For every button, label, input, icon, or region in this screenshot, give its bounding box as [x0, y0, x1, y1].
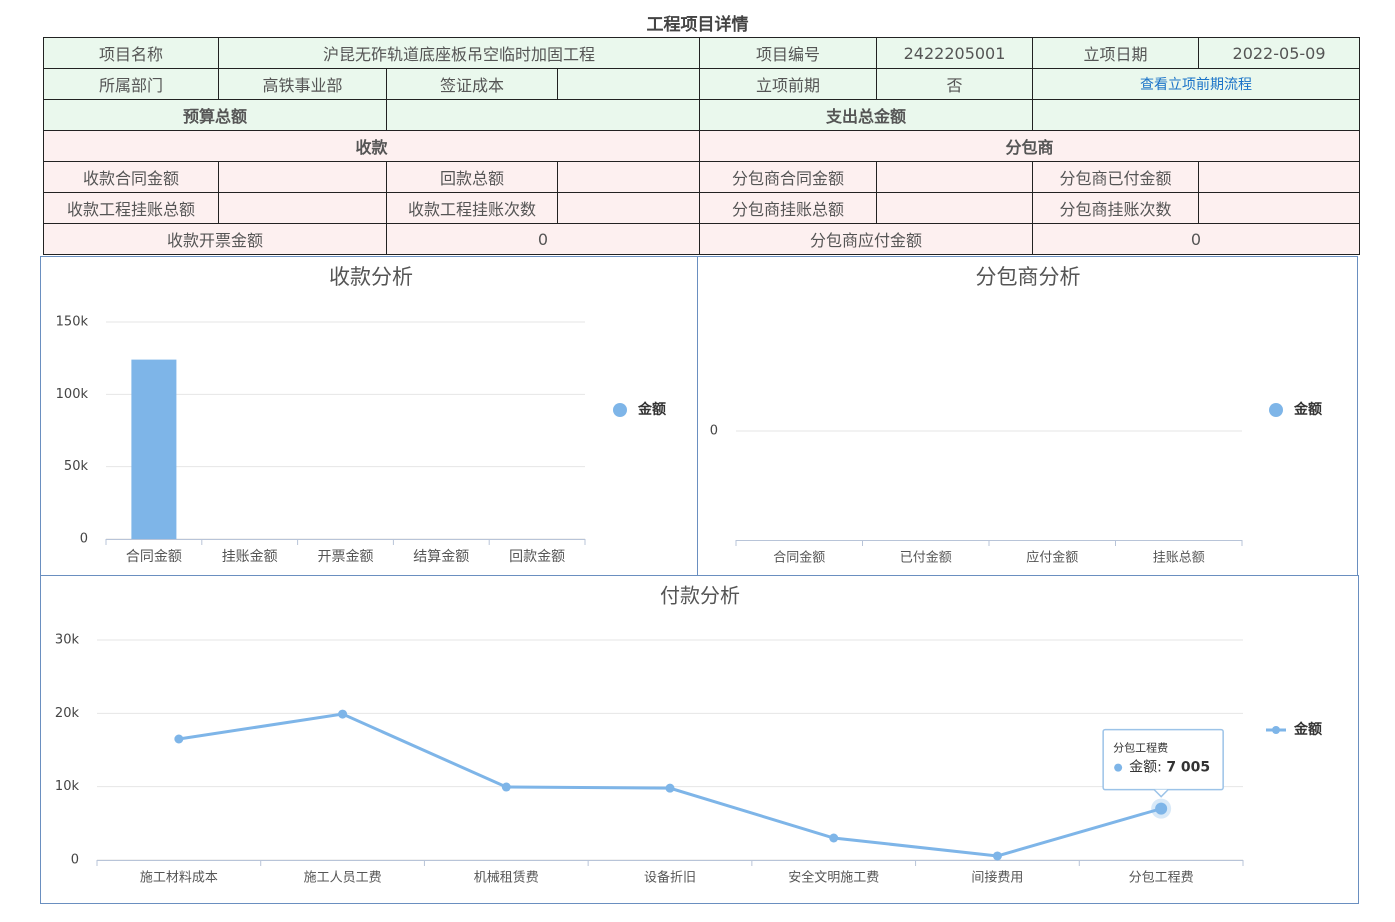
cell — [385, 99, 701, 131]
x-tick-label: 间接费用 — [971, 870, 1023, 886]
cell: 收款工程挂账总额 — [43, 192, 219, 224]
point — [1155, 802, 1168, 815]
cell — [556, 161, 701, 193]
legend-marker — [1269, 403, 1283, 417]
cell: 所属部门 — [43, 68, 219, 100]
cell — [876, 192, 1034, 224]
chart-title: 付款分析 — [660, 584, 740, 608]
y-tick-label: 30k — [55, 633, 80, 648]
cell — [218, 192, 387, 224]
page-title: 工程项目详情 — [646, 15, 749, 35]
cell: 分包商 — [699, 130, 1361, 162]
panel — [40, 575, 1359, 904]
cell: 分包商合同金额 — [699, 161, 878, 193]
cell: 签证成本 — [386, 68, 558, 100]
y-tick-label: 0 — [710, 424, 718, 439]
point — [338, 709, 348, 719]
x-tick-label: 结算金额 — [413, 549, 469, 565]
y-tick-label: 10k — [55, 779, 80, 794]
detail-table: 项目名称 沪昆无砟轨道底座板吊空临时加固工程 项目编号 2422205001 立… — [42, 37, 1361, 255]
y-tick-label: 20k — [55, 706, 80, 721]
cell: 项目编号 — [699, 37, 878, 69]
cell: 立项前期 — [699, 68, 878, 100]
cell: 2422205001 — [876, 37, 1034, 69]
x-tick-label: 安全文明施工费 — [788, 870, 879, 886]
tooltip-series: 金额: 7 005 — [1129, 760, 1210, 776]
cell: 否 — [876, 68, 1034, 100]
legend-label: 金额 — [637, 401, 666, 418]
cell — [556, 68, 701, 100]
cell — [218, 161, 387, 193]
x-tick-label: 挂账金额 — [222, 549, 278, 565]
cell: 分包商挂账总额 — [699, 192, 878, 224]
cell — [876, 161, 1034, 193]
cell: 项目名称 — [43, 37, 219, 69]
cell: 支出总金额 — [699, 99, 1034, 131]
x-tick-label: 机械租赁费 — [474, 871, 539, 886]
tooltip-sep: : — [1157, 760, 1166, 776]
tooltip-marker — [1114, 763, 1123, 772]
cell: 分包商已付金额 — [1032, 161, 1200, 193]
cell: 分包商挂账次数 — [1032, 192, 1200, 224]
legend-label: 金额 — [1293, 721, 1322, 738]
cell: 立项日期 — [1032, 37, 1200, 69]
point — [174, 734, 184, 744]
cell: 分包商应付金额 — [699, 223, 1034, 255]
x-tick-label: 已付金额 — [900, 550, 952, 566]
cell: 高铁事业部 — [218, 68, 387, 100]
cell: 收款工程挂账次数 — [386, 192, 558, 224]
cell: 2022-05-09 — [1198, 37, 1361, 69]
x-tick-label: 施工人员工费 — [304, 871, 382, 886]
tooltip-value: 7 005 — [1166, 760, 1210, 776]
x-tick-label: 应付金额 — [1026, 550, 1078, 566]
cell: 收款开票金额 — [43, 223, 387, 255]
tooltip-series-name: 金额 — [1129, 760, 1157, 776]
cell — [556, 192, 701, 224]
x-tick-label: 合同金额 — [126, 549, 182, 565]
chart-title: 收款分析 — [329, 265, 413, 289]
cell: 沪昆无砟轨道底座板吊空临时加固工程 — [217, 37, 701, 69]
tooltip-title: 分包工程费 — [1113, 742, 1168, 755]
x-tick-label: 挂账总额 — [1153, 551, 1205, 566]
tooltip-arrow — [1153, 789, 1169, 798]
cell: 回款总额 — [386, 161, 558, 193]
cell — [1198, 161, 1361, 193]
legend-label: 金额 — [1293, 401, 1322, 418]
point — [501, 782, 511, 792]
cell: 0 — [385, 223, 701, 255]
bar — [131, 359, 177, 539]
x-tick-label: 回款金额 — [509, 549, 565, 565]
y-tick-label: 150k — [56, 315, 89, 330]
cell: 预算总额 — [43, 99, 387, 131]
y-tick-label: 100k — [56, 387, 89, 402]
point — [665, 783, 675, 793]
chart-title: 分包商分析 — [976, 265, 1081, 289]
x-tick-label: 合同金额 — [773, 550, 825, 566]
y-tick-label: 0 — [71, 853, 79, 868]
cell — [1032, 99, 1361, 131]
legend-marker — [613, 403, 627, 417]
x-tick-label: 分包工程费 — [1129, 871, 1194, 886]
cell: 0 — [1032, 223, 1361, 255]
x-tick-label: 设备折旧 — [644, 870, 696, 886]
x-tick-label: 施工材料成本 — [140, 871, 218, 886]
cell — [1198, 192, 1361, 224]
point — [992, 851, 1002, 861]
link[interactable]: 查看立项前期流程 — [1140, 77, 1253, 93]
y-tick-label: 50k — [64, 459, 89, 474]
y-tick-label: 0 — [80, 532, 88, 547]
cell: 查看立项前期流程 — [1032, 68, 1361, 100]
point — [829, 833, 839, 843]
panel — [697, 256, 1358, 576]
x-tick-label: 开票金额 — [318, 549, 374, 565]
cell: 收款 — [42, 130, 701, 162]
legend-marker — [1272, 726, 1280, 734]
cell: 收款合同金额 — [43, 161, 219, 193]
